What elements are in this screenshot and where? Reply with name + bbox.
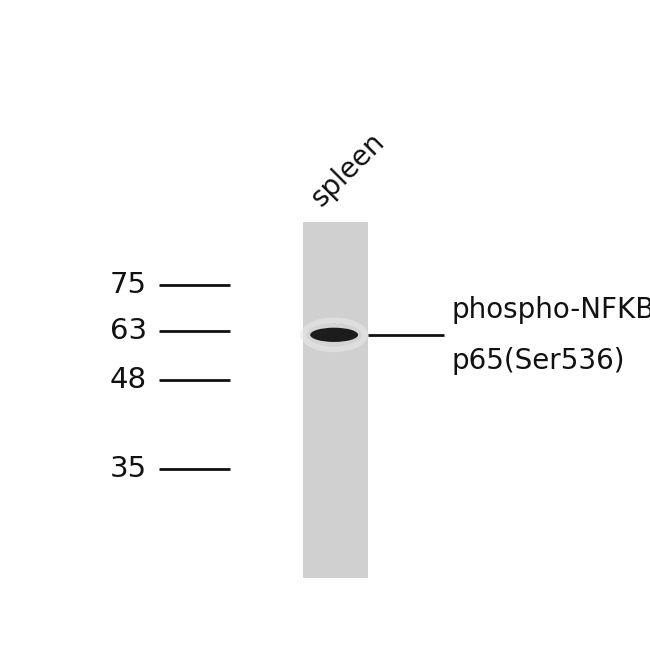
Ellipse shape bbox=[310, 328, 358, 342]
Ellipse shape bbox=[306, 323, 362, 346]
Text: phospho-NFKB: phospho-NFKB bbox=[452, 295, 650, 324]
Text: p65(Ser536): p65(Ser536) bbox=[452, 346, 625, 375]
Text: spleen: spleen bbox=[306, 127, 390, 212]
Text: 75: 75 bbox=[110, 272, 147, 299]
Bar bbox=[303, 222, 369, 578]
Ellipse shape bbox=[300, 317, 368, 352]
Text: 63: 63 bbox=[110, 317, 147, 345]
Text: 35: 35 bbox=[110, 455, 147, 483]
Text: 48: 48 bbox=[110, 366, 147, 393]
